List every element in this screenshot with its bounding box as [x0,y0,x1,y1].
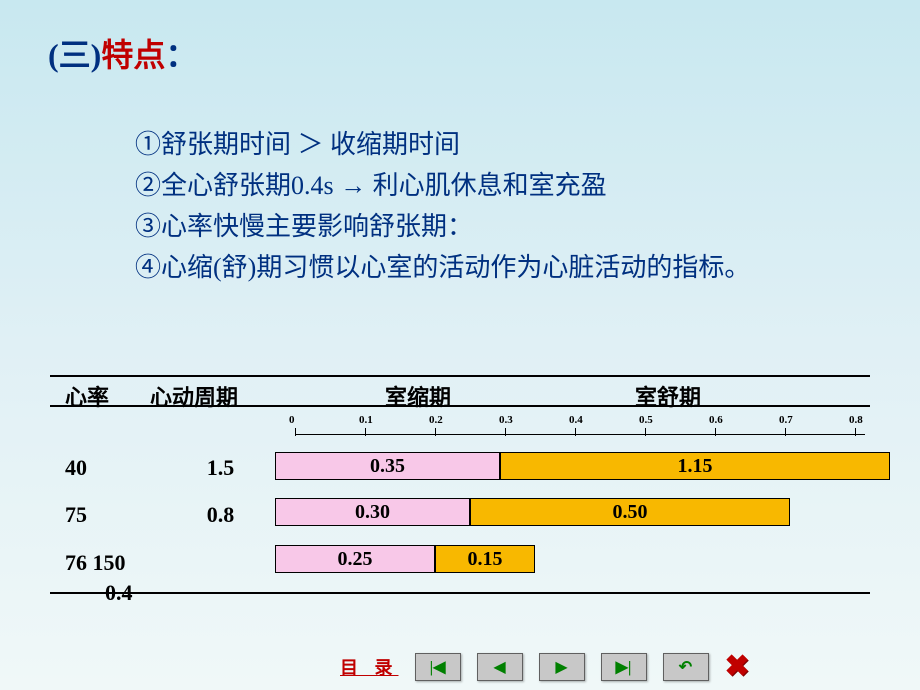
ruler-tick [785,428,786,436]
ruler-tick-label: 0.7 [779,414,793,426]
title-number: (三) [48,37,101,73]
ruler-tick-label: 0.2 [429,414,443,426]
title-highlight: 特点 [101,37,165,73]
row-2-cycle: 0.8 [171,502,271,528]
table-rule-top [50,375,870,377]
ruler-tick-label: 0.6 [709,414,723,426]
ruler-axis [295,434,865,435]
table-rule-bottom [50,592,870,594]
ruler-tick-label: 0.1 [359,414,373,426]
header-systole: 室缩期 [385,380,451,412]
row-1-diastole-bar: 1.15 [500,452,890,480]
row-2-bars: 0.300.50 [275,498,790,528]
row-3-diastole-bar: 0.15 [435,545,535,573]
row-3-rate: 76 150 [65,550,205,576]
ruler-tick-label: 0.3 [499,414,513,426]
row-1-labels: 40 1.5 [65,455,271,481]
bullet-4: ④心缩(舒)期习惯以心室的活动作为心脏活动的指标。 [135,248,855,287]
row-2-diastole-bar: 0.50 [470,498,790,526]
time-ruler: 00.10.20.30.40.50.60.70.8 [295,414,895,442]
ruler-tick [365,428,366,436]
header-diastole: 室舒期 [635,380,701,412]
navigation-bar: 目 录 |◀ ◀ ▶ ▶| ↶ ✖ [340,649,750,684]
row-1-cycle: 1.5 [171,455,271,481]
content-block: ①舒张期时间 ＞ 收缩期时间 ②全心舒张期0.4s → 利心肌休息和室充盈 ③心… [135,125,855,289]
ruler-tick [715,428,716,436]
ruler-tick [295,428,296,436]
row-1-rate: 40 [65,455,125,481]
first-icon: |◀ [430,657,446,677]
row-2-labels: 75 0.8 [65,502,271,528]
row-1-bars: 0.351.15 [275,452,890,482]
prev-icon: ◀ [493,657,505,677]
ruler-tick [645,428,646,436]
section-title: (三)特点： [48,30,197,76]
title-colon: ： [165,37,197,73]
bullet-2: ②全心舒张期0.4s → 利心肌休息和室充盈 [135,166,855,205]
row-3-systole-bar: 0.25 [275,545,435,573]
first-button[interactable]: |◀ [415,653,461,681]
ruler-tick [505,428,506,436]
return-button[interactable]: ↶ [663,653,709,681]
toc-link[interactable]: 目 录 [340,654,399,680]
return-icon: ↶ [679,657,692,677]
row-3-bars: 0.250.15 [275,545,535,575]
header-rate: 心率 [65,380,109,412]
ruler-tick-label: 0.8 [849,414,863,426]
ruler-tick-label: 0.4 [569,414,583,426]
row-1-systole-bar: 0.35 [275,452,500,480]
prev-button[interactable]: ◀ [477,653,523,681]
last-icon: ▶| [616,657,632,677]
row-2-rate: 75 [65,502,125,528]
ruler-tick-label: 0.5 [639,414,653,426]
row-3-extra: 0.4 [105,580,133,606]
ruler-tick [435,428,436,436]
ruler-tick [855,428,856,436]
ruler-tick-label: 0 [289,414,295,426]
bullet-3: ③心率快慢主要影响舒张期： [135,207,855,246]
header-cycle: 心动周期 [150,380,238,412]
bullet-1: ①舒张期时间 ＞ 收缩期时间 [135,125,855,164]
close-button[interactable]: ✖ [725,649,750,684]
next-button[interactable]: ▶ [539,653,585,681]
next-icon: ▶ [555,657,567,677]
last-button[interactable]: ▶| [601,653,647,681]
row-3-labels: 76 150 [65,550,205,576]
ruler-tick [575,428,576,436]
row-2-systole-bar: 0.30 [275,498,470,526]
